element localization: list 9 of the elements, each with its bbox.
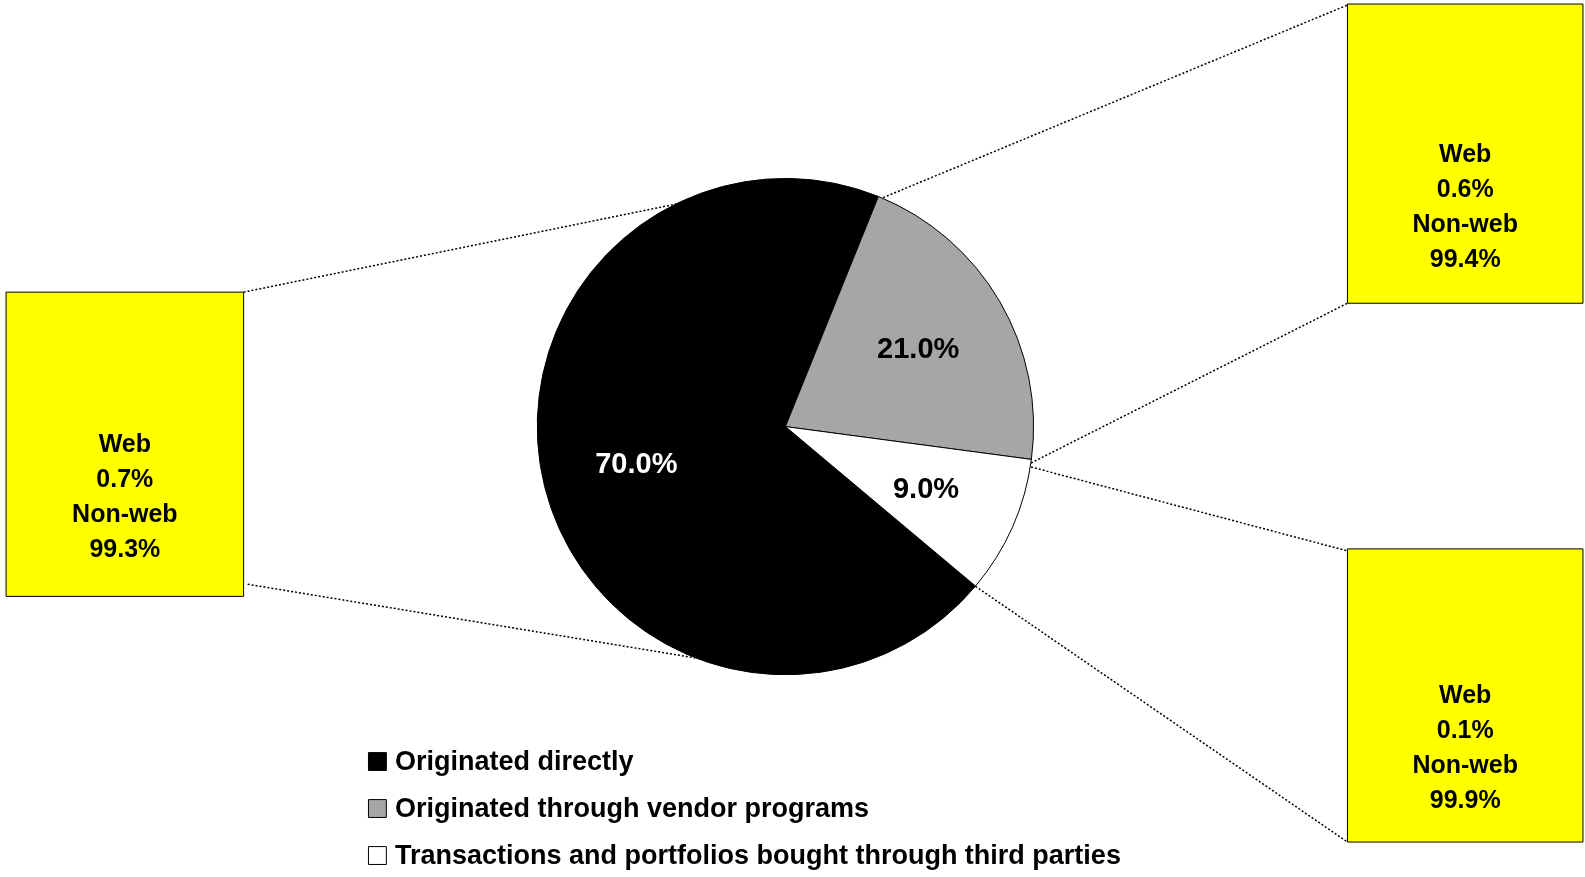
legend-label: Originated through vendor programs <box>394 792 869 823</box>
data-label: 21.0% <box>877 332 960 365</box>
data-label: 70.0% <box>595 446 678 479</box>
text: Web 0.7% Non-web 99.3% <box>72 429 178 563</box>
text: Web 0.1% Non-web 99.9% <box>1412 680 1518 814</box>
legend-label: Transactions and portfolios bought through third parties <box>394 839 1121 870</box>
legend-label: Originated directly <box>394 745 634 776</box>
data-label: 9.0% <box>892 471 960 504</box>
text: Web 0.6% Non-web 99.4% <box>1412 138 1518 272</box>
